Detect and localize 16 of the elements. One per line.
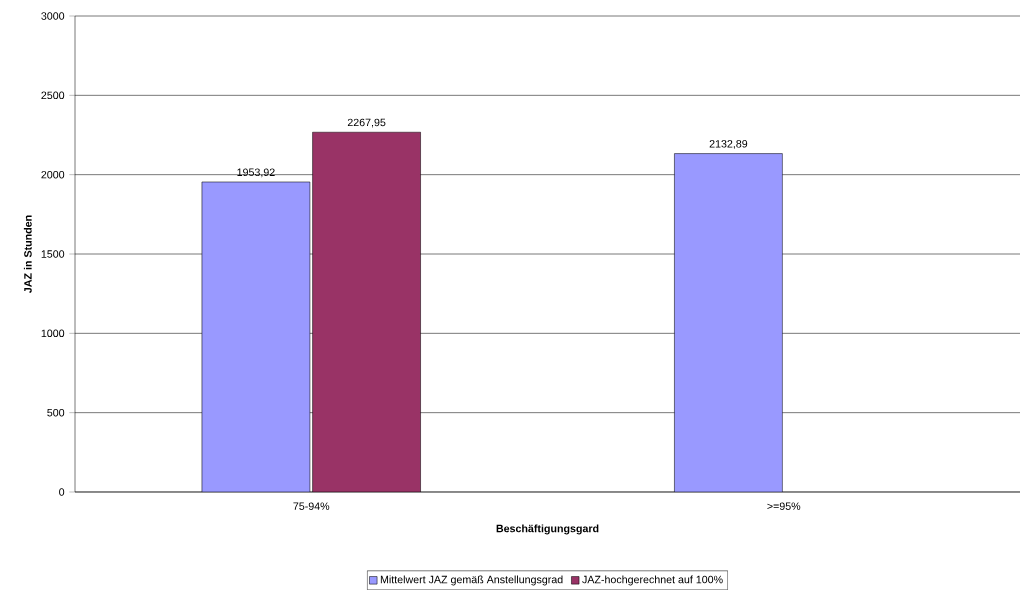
y-tick-label: 0 xyxy=(59,488,65,496)
y-axis-title: JAZ in Stunden xyxy=(23,215,32,293)
x-axis-title: Beschäftigungsgard xyxy=(496,524,599,535)
y-tick-label: 2000 xyxy=(41,170,65,179)
y-tick-label: 1000 xyxy=(41,329,65,338)
x-tick-label: 75-94% xyxy=(293,502,330,510)
x-tick-label: >=95% xyxy=(767,502,801,510)
y-tick-label: 2500 xyxy=(41,91,65,100)
data-label: 2267,95 xyxy=(347,118,386,128)
y-tick-label: 3000 xyxy=(41,12,65,20)
y-tick-label: 1500 xyxy=(41,250,65,258)
legend-label: JAZ-hochgerechnet auf 100% xyxy=(582,575,723,586)
data-label: 2132,89 xyxy=(709,140,748,149)
data-label: 1953,92 xyxy=(237,168,275,178)
legend-label: Mittelwert JAZ gemäß Anstellungsgrad xyxy=(380,575,563,586)
y-tick-label: 500 xyxy=(47,408,65,417)
